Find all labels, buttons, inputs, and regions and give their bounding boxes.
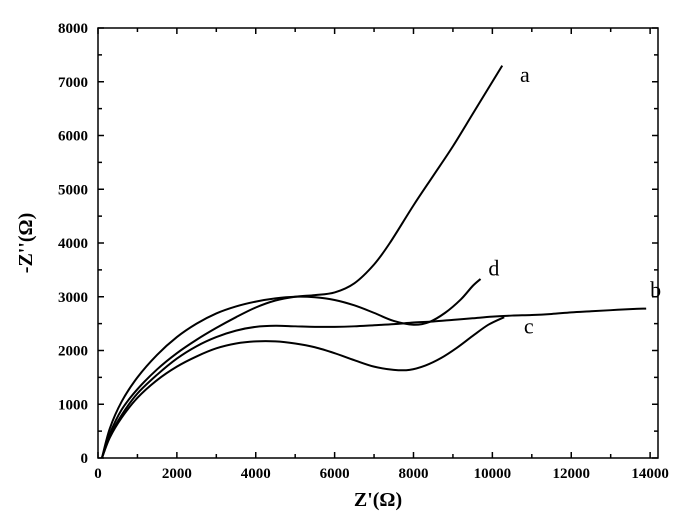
y-tick-label: 7000 (58, 75, 88, 91)
y-tick-label: 2000 (58, 344, 88, 360)
y-tick-label: 8000 (58, 21, 88, 37)
series-label-a: a (520, 62, 530, 87)
x-tick-label: 10000 (474, 466, 512, 482)
y-axis-label: -Z''(Ω) (15, 213, 37, 273)
series-label-d: d (488, 255, 499, 280)
y-tick-label: 5000 (58, 182, 88, 198)
y-tick-label: 6000 (58, 129, 88, 145)
y-tick-label: 3000 (58, 290, 88, 306)
x-tick-label: 8000 (398, 466, 428, 482)
y-tick-label: 0 (81, 451, 89, 467)
x-axis-label: Z'(Ω) (354, 489, 402, 511)
series-label-c: c (524, 313, 534, 338)
x-tick-label: 6000 (320, 466, 350, 482)
series-a (102, 66, 502, 458)
x-tick-label: 14000 (631, 466, 669, 482)
plot-frame (98, 28, 658, 458)
y-tick-label: 1000 (58, 397, 88, 413)
y-tick-label: 4000 (58, 236, 88, 252)
x-tick-label: 2000 (162, 466, 192, 482)
series-c (102, 317, 504, 458)
nyquist-plot: 0 2000 4000 6000 8000 10000 12000 14000 0 1000 200… (0, 0, 696, 528)
x-tick-label: 0 (94, 466, 102, 482)
x-tick-label: 4000 (241, 466, 271, 482)
chart-svg: 0 2000 4000 6000 8000 10000 12000 14000 0 1000 200… (0, 0, 696, 528)
x-tick-label: 12000 (552, 466, 590, 482)
series-group (102, 66, 646, 458)
series-label-b: b (650, 277, 661, 302)
